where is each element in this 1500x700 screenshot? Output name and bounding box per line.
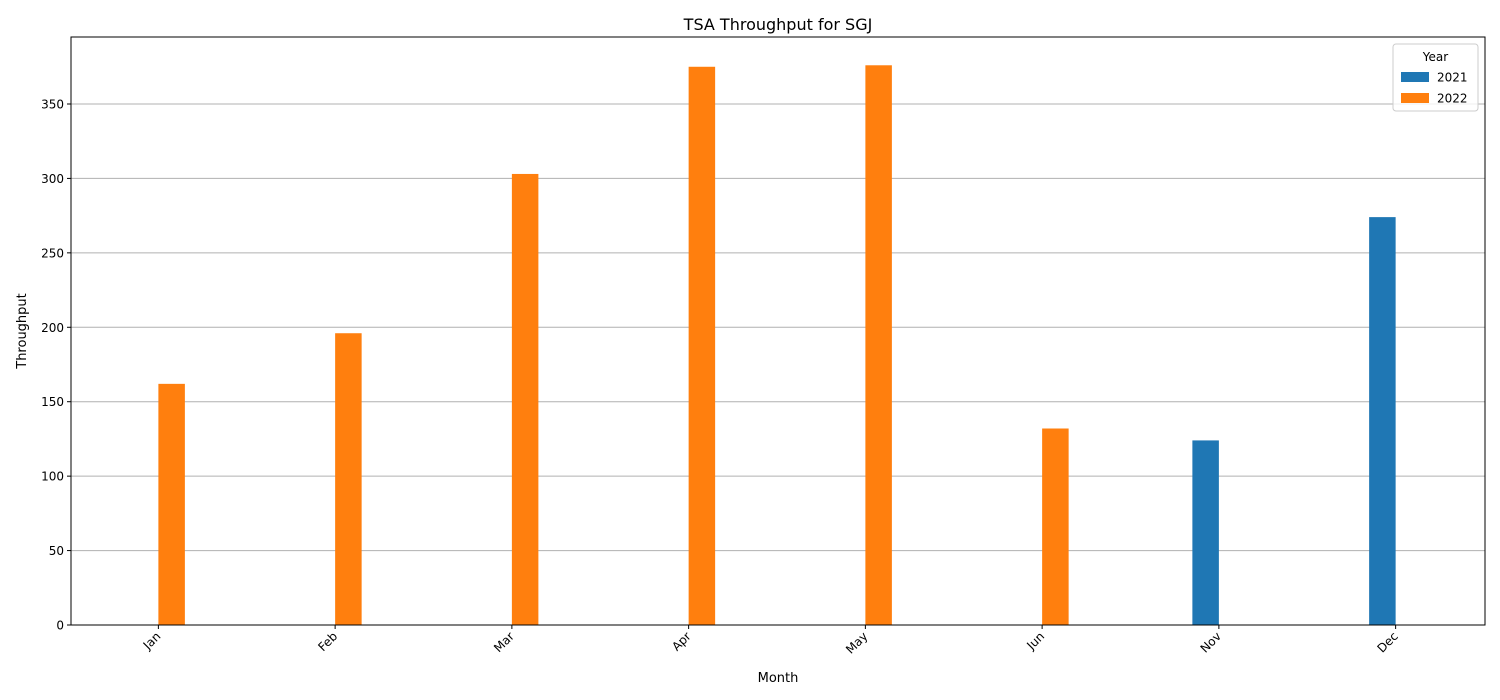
plot-frame: [70, 36, 1486, 626]
legend-swatch-2021: [1401, 72, 1429, 82]
y-axis: 0 50 100 150 200 250 300 350: [41, 97, 71, 633]
bars: [158, 65, 1396, 625]
bar-2022-may: [865, 65, 892, 625]
bar-2021-nov: [1192, 440, 1219, 625]
bar-2022-jun: [1042, 428, 1069, 625]
y-tick-label: 350: [41, 97, 64, 111]
bar-2021-dec: [1369, 217, 1396, 625]
y-tick-label: 50: [49, 544, 64, 558]
x-tick-label: Jun: [1023, 629, 1047, 653]
y-tick-label: 200: [41, 321, 64, 335]
chart-title: TSA Throughput for SGJ: [683, 15, 873, 34]
x-tick-label: Feb: [315, 629, 340, 654]
x-tick-label: May: [843, 629, 870, 656]
y-tick-label: 0: [56, 619, 64, 633]
bar-2022-feb: [335, 333, 362, 625]
legend-swatch-2022: [1401, 93, 1429, 103]
bar-2022-mar: [511, 173, 539, 625]
x-tick-label: Nov: [1198, 629, 1224, 655]
x-tick-label: Apr: [669, 629, 694, 654]
x-tick-label: Mar: [491, 629, 517, 655]
y-tick-label: 250: [41, 246, 64, 260]
y-axis-label: Throughput: [15, 293, 30, 370]
legend-entry-2021: 2021: [1437, 71, 1468, 85]
legend-entry-2022: 2022: [1437, 92, 1468, 106]
y-tick-label: 150: [41, 395, 64, 409]
bar-2022-jan: [158, 383, 185, 625]
gridlines: [71, 103, 1485, 552]
legend: Year 2021 2022: [1392, 43, 1479, 112]
y-tick-label: 300: [41, 172, 64, 186]
x-axis-label: Month: [758, 671, 799, 686]
x-tick-label: Dec: [1374, 629, 1400, 655]
x-axis: Jan Feb Mar Apr May Jun Nov Dec: [140, 625, 1401, 657]
x-tick-label: Jan: [140, 629, 164, 653]
legend-title: Year: [1422, 50, 1448, 64]
y-tick-label: 100: [41, 470, 64, 484]
bar-2022-apr: [688, 66, 716, 625]
